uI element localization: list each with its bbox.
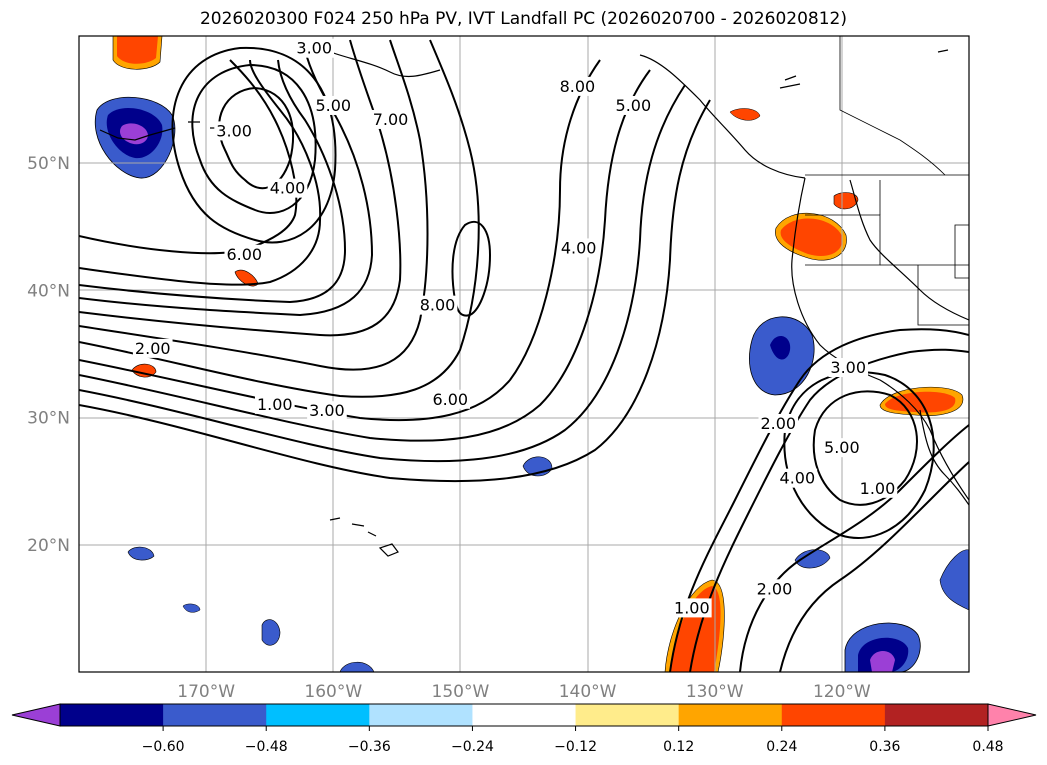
contour-label: 2.00	[135, 339, 171, 358]
colorbar-tick-label: 0.36	[869, 739, 900, 755]
negative-anomaly-blob	[794, 549, 831, 569]
negative-anomaly-core	[770, 335, 791, 360]
negative-anomaly-blob	[127, 546, 155, 561]
gridlines	[79, 36, 969, 672]
colorbar-tick-label: −0.12	[554, 739, 597, 755]
contour-label: 7.00	[373, 110, 409, 129]
lon-tick-label: 150°W	[432, 682, 490, 702]
contour-label: 6.00	[432, 390, 468, 409]
colorbar-tick-label: −0.48	[245, 739, 288, 755]
contour-label: 2.00	[757, 579, 793, 598]
colorbar-segment	[163, 704, 267, 726]
negative-anomaly-blob	[182, 603, 201, 613]
negative-anomaly-peak	[870, 651, 895, 672]
contour-label: 4.00	[780, 469, 816, 488]
colorbar-segment	[472, 704, 577, 726]
colorbar-segment	[678, 704, 783, 726]
positive-anomaly-blob	[833, 192, 859, 210]
lon-tick-label: 160°W	[304, 682, 362, 702]
lat-tick-label: 30°N	[27, 409, 70, 429]
colorbar-segment	[369, 704, 473, 726]
map-frame	[78, 35, 970, 673]
colorbar-tick-label: 0.24	[766, 739, 797, 755]
lon-tick-label: 140°W	[559, 682, 617, 702]
contour-labels: 3.00 3.00 5.00 7.00 4.00 6.00 8.00 5.00 4.00 8.00…	[132, 38, 898, 618]
colorbar-tick-label: −0.60	[142, 739, 185, 755]
contour-label: 4.00	[270, 179, 306, 198]
colorbar-extend-min	[11, 703, 61, 727]
colorbar-tick-label: 0.12	[663, 739, 694, 755]
contour-label: 3.00	[216, 121, 252, 140]
colorbar-segment	[60, 704, 164, 726]
negative-anomaly-blob	[261, 619, 281, 646]
colorbar-tick-label: −0.24	[451, 739, 494, 755]
colorbar-segment	[575, 704, 680, 726]
latitude-tick-labels: 50°N 40°N 30°N 20°N	[27, 154, 70, 556]
lon-tick-label: 170°W	[177, 682, 235, 702]
contour-label: 8.00	[560, 77, 596, 96]
colorbar-tick-label: −0.36	[348, 739, 391, 755]
positive-anomaly-blob	[729, 108, 761, 121]
contour-label: 2.00	[760, 414, 796, 433]
colorbar-tick-label: 0.48	[972, 739, 1003, 755]
map-area: 3.00 3.00 5.00 7.00 4.00 6.00 8.00 5.00 4.00 8.00…	[79, 36, 969, 672]
contour-label: 1.00	[860, 479, 896, 498]
contour-label: 5.00	[315, 96, 351, 115]
lat-tick-label: 50°N	[27, 154, 70, 174]
pv-anomaly-shading	[95, 36, 969, 672]
contour-label: 8.00	[420, 296, 456, 315]
map-title: 2026020300 F024 250 hPa PV, IVT Landfall…	[199, 9, 847, 29]
contour-label: 3.00	[309, 401, 345, 420]
colorbar-segment	[884, 704, 989, 726]
contour-label: 1.00	[257, 395, 293, 414]
contour-label: 3.00	[296, 39, 332, 58]
contour-label: 5.00	[616, 96, 652, 115]
contour-label: 6.00	[226, 245, 262, 264]
lon-tick-label: 130°W	[686, 682, 744, 702]
contour-label: 5.00	[824, 438, 860, 457]
lat-tick-label: 40°N	[27, 281, 70, 301]
colorbar-extend-max	[987, 703, 1037, 727]
contour-label: 1.00	[674, 598, 710, 617]
colorbar-segment	[266, 704, 370, 726]
negative-anomaly-blob	[939, 549, 969, 611]
colorbar-segment	[781, 704, 886, 726]
lat-tick-label: 20°N	[27, 536, 70, 556]
colorbar: −0.60 −0.48 −0.36 −0.24 −0.12 0.12 0.24 0.36 0.4…	[11, 703, 1037, 755]
longitude-tick-labels: 170°W 160°W 150°W 140°W 130°W 120°W	[177, 682, 871, 702]
contour-label: 3.00	[830, 358, 866, 377]
contour-label: 4.00	[561, 238, 597, 257]
political-borders	[805, 36, 969, 326]
lon-tick-label: 120°W	[813, 682, 871, 702]
